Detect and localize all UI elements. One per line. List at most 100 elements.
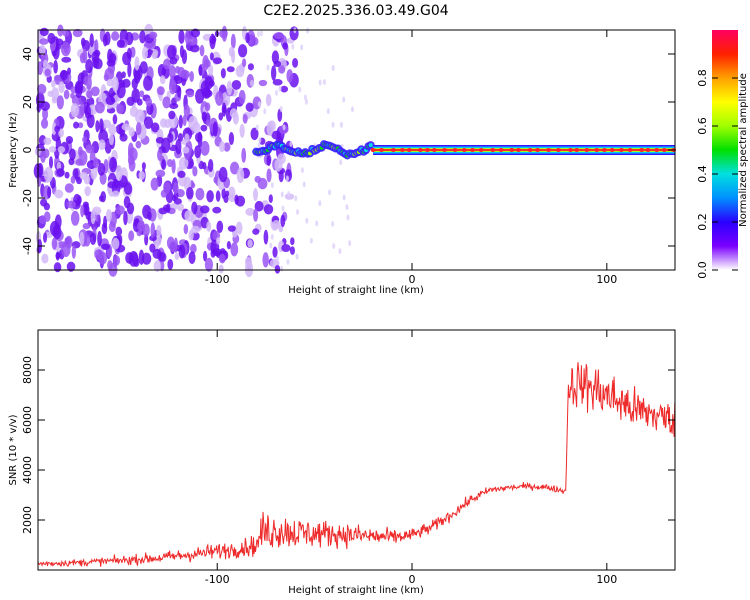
noise-blob — [79, 171, 88, 180]
noise-blob — [188, 251, 196, 264]
noise-blob — [181, 49, 188, 64]
noise-blob — [142, 46, 148, 60]
signal-line — [373, 149, 675, 151]
noise-blob — [157, 149, 163, 161]
noise-blob — [272, 220, 281, 229]
noise-blob — [200, 124, 208, 132]
noise-blob — [78, 146, 83, 157]
noise-blob — [40, 118, 49, 129]
noise-blob — [108, 133, 114, 146]
noise-blob — [305, 217, 309, 224]
noise-blob — [70, 103, 79, 118]
noise-blob — [90, 210, 96, 225]
noise-blob — [43, 137, 52, 145]
noise-blob — [346, 214, 350, 221]
signal-peak — [461, 148, 467, 152]
noise-blob — [68, 157, 75, 166]
noise-blob — [56, 95, 64, 110]
noise-blob — [228, 194, 236, 202]
noise-blob — [230, 242, 239, 257]
noise-blob — [191, 225, 201, 234]
noise-blob — [226, 240, 231, 250]
noise-blob — [263, 229, 269, 245]
noise-blob — [80, 204, 85, 218]
noise-blob — [274, 32, 283, 40]
colorbar-gradient — [712, 30, 738, 270]
noise-blob — [169, 241, 178, 252]
noise-blob — [282, 42, 288, 50]
noise-blob — [182, 114, 187, 127]
noise-blob — [101, 119, 112, 129]
noise-blob — [48, 156, 54, 169]
noise-blob — [272, 246, 278, 258]
noise-blob — [331, 121, 335, 128]
noise-blob — [83, 234, 91, 247]
noise-blob — [54, 74, 62, 81]
noise-blob — [111, 237, 120, 250]
noise-blob — [230, 33, 236, 49]
noise-blob — [189, 70, 194, 82]
noise-blob — [127, 62, 132, 78]
noise-blob — [61, 56, 72, 63]
signal-peak — [469, 148, 475, 152]
noise-blob — [315, 220, 319, 227]
noise-blob — [167, 259, 174, 270]
noise-blob — [98, 139, 106, 151]
noise-blob — [201, 111, 208, 122]
noise-blob — [143, 75, 153, 91]
noise-blob — [47, 186, 52, 199]
noise-blob — [69, 148, 76, 161]
noise-blob — [66, 200, 77, 209]
noise-blob — [245, 32, 250, 44]
signal-peak — [406, 148, 412, 152]
noise-blob — [234, 194, 239, 205]
noise-blob — [97, 230, 102, 247]
noise-blob — [278, 65, 286, 74]
noise-blob — [156, 86, 165, 96]
noise-blob — [37, 83, 47, 95]
noise-blob — [235, 65, 245, 78]
noise-blob — [252, 228, 260, 235]
noise-blob — [247, 63, 254, 71]
noise-blob — [41, 253, 49, 264]
noise-blob — [242, 113, 248, 124]
noise-blob — [147, 211, 152, 221]
signal-peak — [442, 148, 448, 152]
noise-blob — [186, 187, 194, 200]
noise-blob — [51, 237, 58, 250]
noise-blob — [60, 41, 71, 57]
noise-blob — [115, 165, 123, 181]
noise-blob — [159, 75, 166, 85]
noise-blob — [141, 252, 152, 265]
noise-blob — [155, 169, 166, 178]
noise-blob — [213, 176, 219, 184]
noise-blob — [175, 139, 182, 155]
noise-blob — [263, 108, 267, 115]
noise-blob — [266, 168, 272, 183]
noise-blob — [177, 203, 185, 212]
noise-blob — [131, 77, 138, 90]
noise-blob — [281, 244, 291, 253]
signal-peak — [584, 148, 590, 152]
noise-blob — [119, 133, 128, 142]
y-tick-label: 20 — [21, 95, 34, 109]
noise-blob — [186, 90, 195, 98]
snr-background — [38, 330, 675, 570]
noise-blob — [219, 140, 225, 153]
noise-blob — [271, 130, 281, 140]
signal-peak — [601, 148, 607, 152]
noise-blob — [92, 157, 99, 169]
noise-blob — [168, 102, 179, 110]
noise-blob — [287, 190, 291, 197]
signal-peak — [639, 148, 645, 152]
noise-blob — [218, 112, 224, 121]
spectrogram-blobs — [33, 23, 677, 278]
colorbar-tick-label: 0.6 — [696, 117, 709, 135]
noise-blob — [259, 30, 263, 37]
noise-blob — [277, 153, 286, 165]
noise-blob — [309, 237, 313, 244]
noise-blob — [275, 255, 279, 262]
noise-blob — [134, 56, 140, 71]
noise-blob — [270, 182, 274, 189]
noise-blob — [237, 44, 248, 58]
